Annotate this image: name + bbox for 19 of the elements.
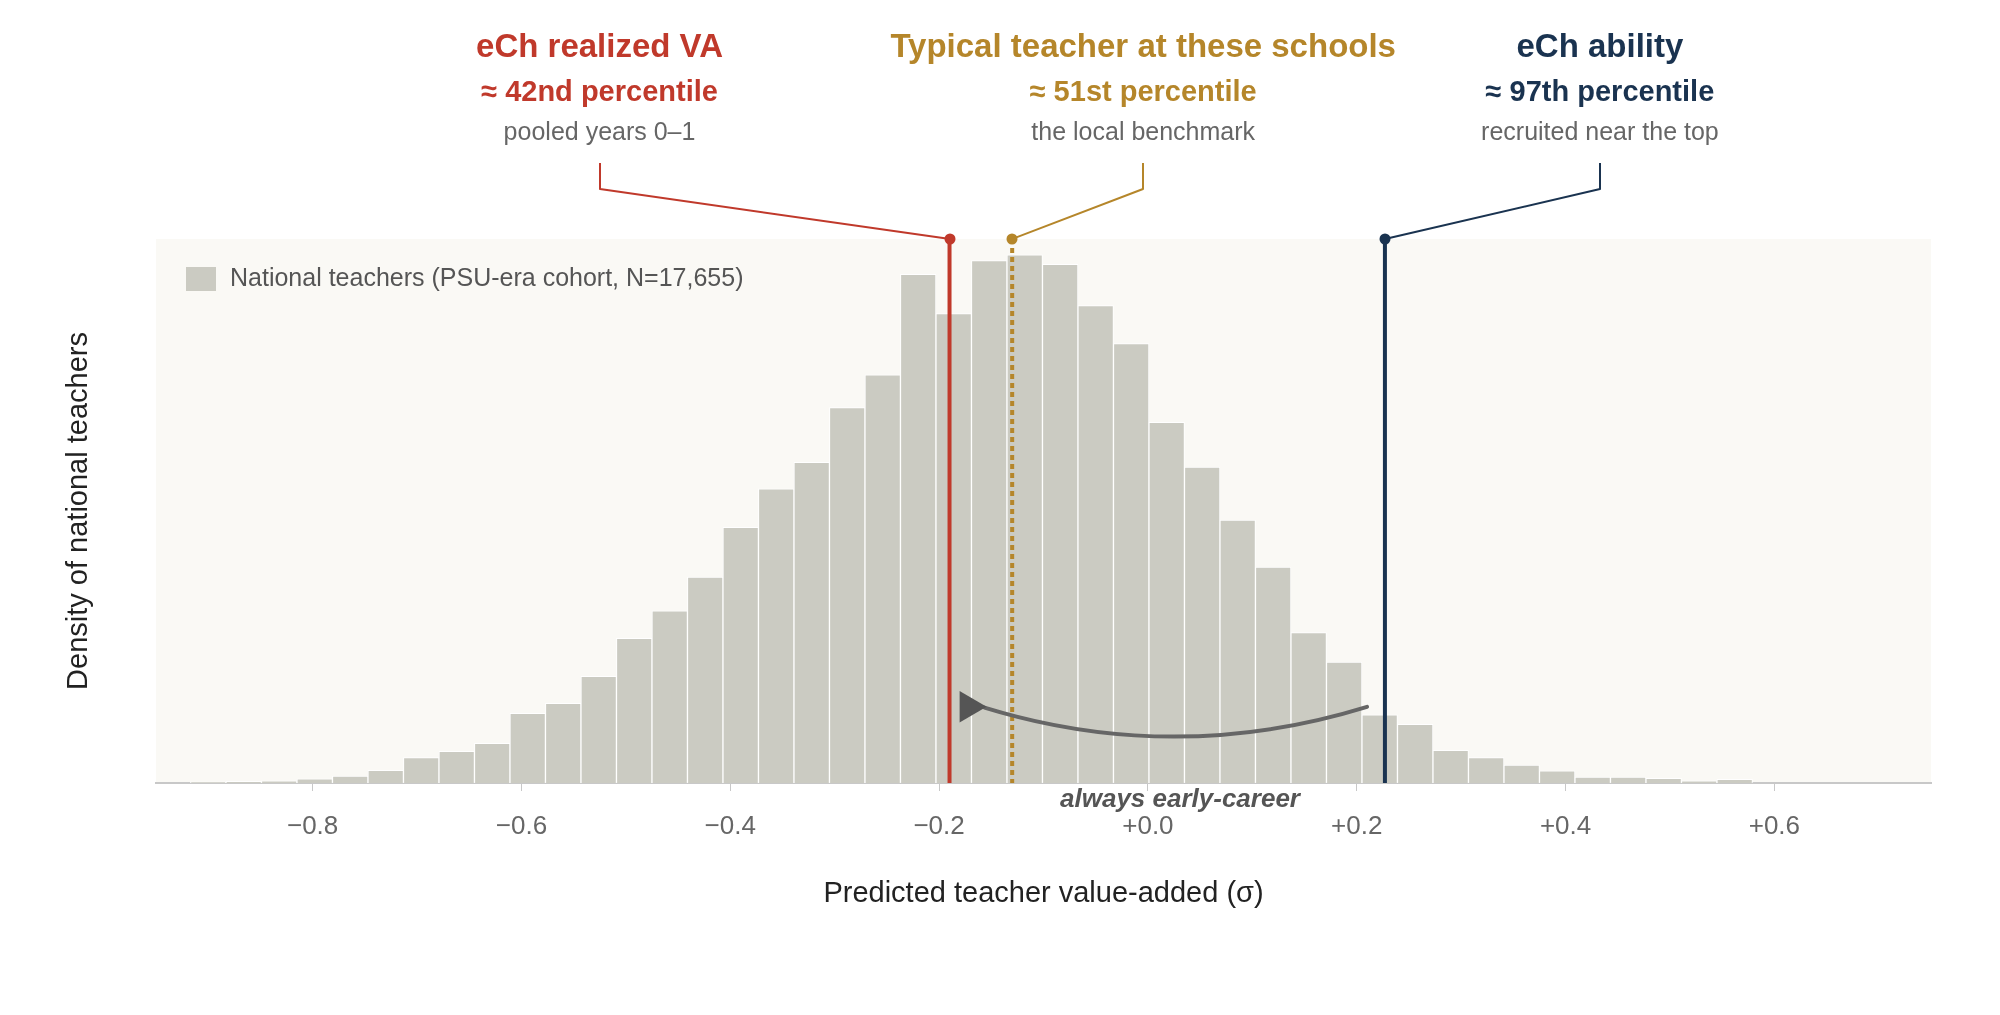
text: the local benchmark [1031,116,1256,145]
ref-line-label: Typical teacher at these schools [890,27,1396,65]
ref-line-label: eCh realized VA [476,27,724,65]
x-tick-label: −0.2 [913,809,965,840]
text: recruited near the top [1481,116,1719,145]
text: ≈ 51st percentile [1029,75,1257,107]
y-axis-title: Density of national teachers [61,332,93,690]
text: pooled years 0–1 [503,116,696,145]
legend-label: National teachers (PSU-era cohort, N=17,655) [230,262,744,291]
ref-line-label: eCh ability [1516,27,1685,65]
x-tick-label: +0.6 [1748,809,1801,840]
x-tick-label: +0.4 [1539,809,1592,840]
text: ≈ 42nd percentile [481,75,718,107]
x-tick-label: −0.8 [286,809,339,840]
x-tick-label: −0.6 [495,809,548,840]
text: ≈ 97th percentile [1485,75,1715,107]
x-tick-label: +0.2 [1331,809,1383,840]
x-tick-label: −0.4 [704,809,756,840]
x-axis-title: Predicted teacher value-added (σ) [823,875,1264,908]
